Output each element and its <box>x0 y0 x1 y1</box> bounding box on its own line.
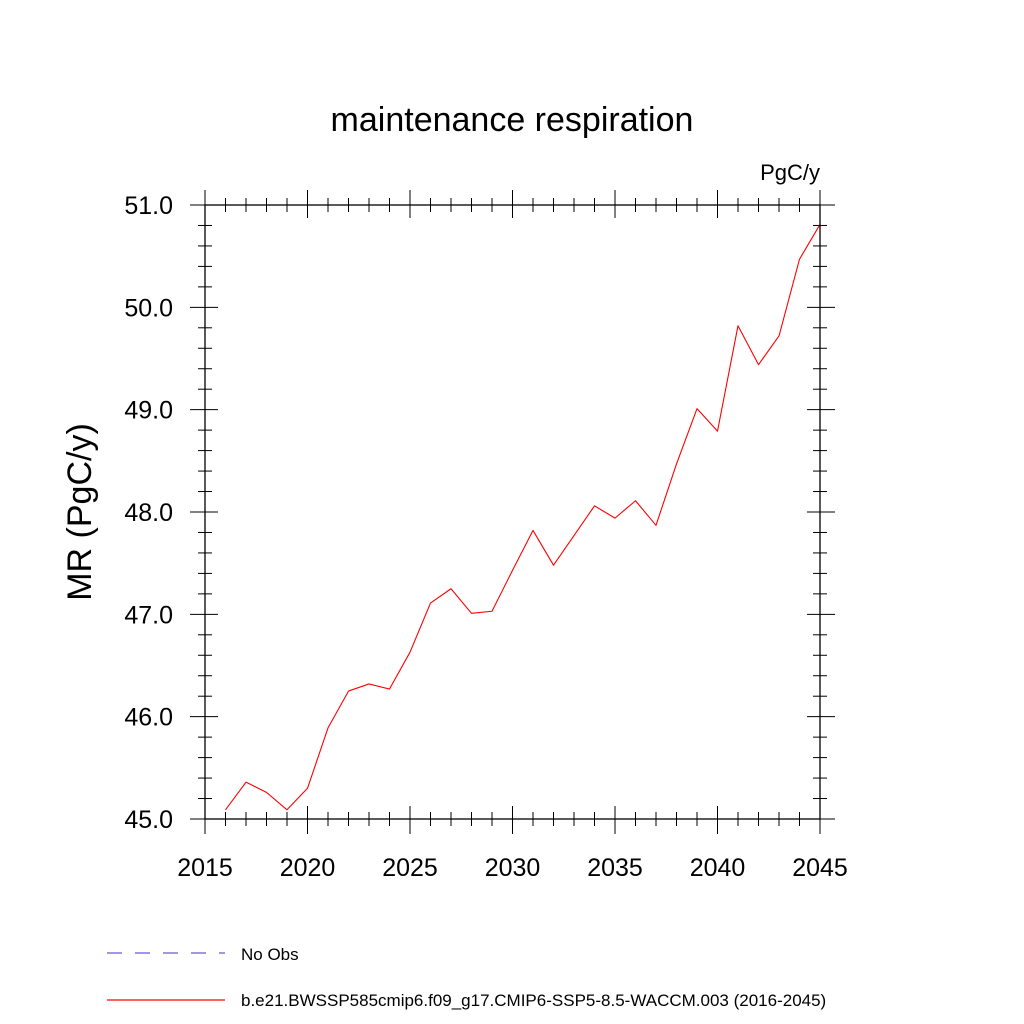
x-tick-label: 2035 <box>587 854 643 882</box>
axis-ticks <box>190 190 835 834</box>
y-tick-labels: 45.0 46.0 47.0 48.0 49.0 50.0 51.0 <box>124 192 173 834</box>
x-tick-label: 2015 <box>177 854 233 882</box>
y-tick-label: 50.0 <box>124 294 173 322</box>
x-tick-label: 2040 <box>690 854 746 882</box>
x-tick-labels: 2015 2020 2025 2030 2035 2040 2045 <box>177 854 848 882</box>
y-tick-label: 48.0 <box>124 499 173 527</box>
legend-label-model-run: b.e21.BWSSP585cmip6.f09_g17.CMIP6-SSP5-8… <box>241 991 826 1010</box>
x-tick-label: 2020 <box>280 854 336 882</box>
legend: No Obs b.e21.BWSSP585cmip6.f09_g17.CMIP6… <box>107 945 826 1010</box>
series-line <box>225 224 821 811</box>
y-axis-label: MR (PgC/y) <box>61 423 99 601</box>
x-tick-label: 2045 <box>792 854 848 882</box>
chart-title: maintenance respiration <box>331 101 694 139</box>
series-layer <box>225 224 821 811</box>
y-tick-label: 49.0 <box>124 397 173 425</box>
y-tick-label: 51.0 <box>124 192 173 220</box>
legend-label-no-obs: No Obs <box>241 945 299 964</box>
y-tick-label: 47.0 <box>124 601 173 629</box>
x-tick-label: 2030 <box>485 854 541 882</box>
y-tick-label: 45.0 <box>124 806 173 834</box>
units-label: PgC/y <box>760 160 820 185</box>
y-tick-label: 46.0 <box>124 704 173 732</box>
x-tick-label: 2025 <box>382 854 438 882</box>
plot-frame <box>204 204 821 820</box>
